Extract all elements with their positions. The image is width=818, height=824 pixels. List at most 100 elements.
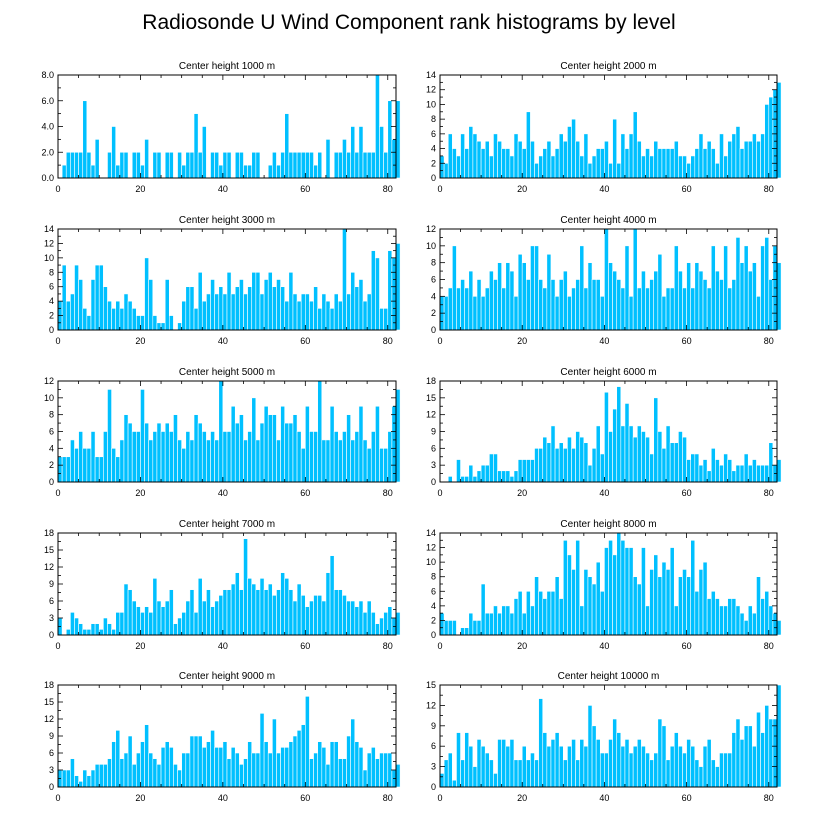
x-tick-label: 60 [682,184,692,194]
bar [525,279,531,331]
bar [489,612,494,636]
bar [243,758,248,788]
bar [587,464,593,483]
bar [375,405,380,483]
bar [583,569,589,636]
bar [168,315,174,331]
bar [550,590,556,636]
bar [517,759,523,788]
bar [230,293,236,331]
bar [309,151,314,179]
bar [776,262,782,331]
bar [305,151,310,179]
bar [156,600,162,636]
bar [727,140,733,179]
bar [760,464,765,483]
bar [530,752,535,788]
bar [342,228,347,331]
bar [542,287,548,331]
bar [739,262,745,331]
bar [743,453,749,483]
bar [591,725,597,788]
bar [267,271,273,331]
bar [521,612,527,636]
bar [267,583,273,636]
bar [739,612,745,636]
bar [98,264,104,331]
bar [234,572,240,636]
bar [468,270,474,331]
bar [305,293,310,331]
bar [325,764,331,788]
panel-title: Center height 1000 m [179,61,275,72]
bar [764,590,770,636]
bar [571,287,576,331]
bar [70,151,75,179]
y-tick-label: 2 [431,158,436,168]
bar [620,539,626,636]
bar [234,752,240,788]
bar [554,296,560,331]
bar [313,595,318,636]
bar [698,270,704,331]
y-tick-label: 8.0 [41,70,54,80]
bar [272,595,277,636]
bar [661,448,667,483]
panel-4: Center height 4000 m 0 20 40 60 80 0 2 4 6 8 10 12 [426,215,782,346]
bar [686,739,692,788]
y-tick-label: 2.0 [41,147,54,157]
bar [201,747,207,788]
bar [292,414,298,483]
bar [193,308,199,331]
bar [234,422,240,483]
bar [632,436,638,483]
bar [313,431,318,483]
bar [447,133,453,179]
bar [65,769,71,788]
bar [94,139,100,179]
bar [383,308,389,331]
bar [505,745,511,788]
bar [747,140,753,179]
bar [501,148,507,179]
bar [226,589,232,636]
bar [682,569,687,636]
bar [321,600,327,636]
bar [760,732,765,788]
bar [497,262,502,331]
bar [354,286,360,331]
bar [206,293,211,331]
panels: Center height 1000 m0 20 40 60 800.02.04.06.… [41,61,782,803]
bar [476,620,482,636]
bar [456,287,461,331]
bar [558,442,564,483]
bar [239,279,244,331]
bar [305,606,310,636]
bar [439,773,445,788]
y-tick-label: 10 [44,253,54,263]
bar [546,590,552,636]
bar [513,470,519,483]
bar [300,448,306,483]
bar [530,245,535,331]
bar [354,606,360,636]
bar [94,264,100,331]
bar [259,422,265,483]
x-tick-label: 20 [517,793,527,803]
y-tick-label: 0.0 [41,173,54,183]
bar [243,293,248,331]
bar [313,164,318,179]
y-tick-label: 10 [426,99,436,109]
bar [90,279,96,331]
bar [538,279,544,331]
bar [595,561,601,636]
bar [723,155,728,179]
bar [350,126,356,179]
bar [768,96,774,179]
bar [375,758,380,788]
bar [214,600,220,636]
bar [375,623,380,636]
bar [65,151,71,179]
y-tick-label: 4 [431,601,436,611]
bar [366,293,372,331]
